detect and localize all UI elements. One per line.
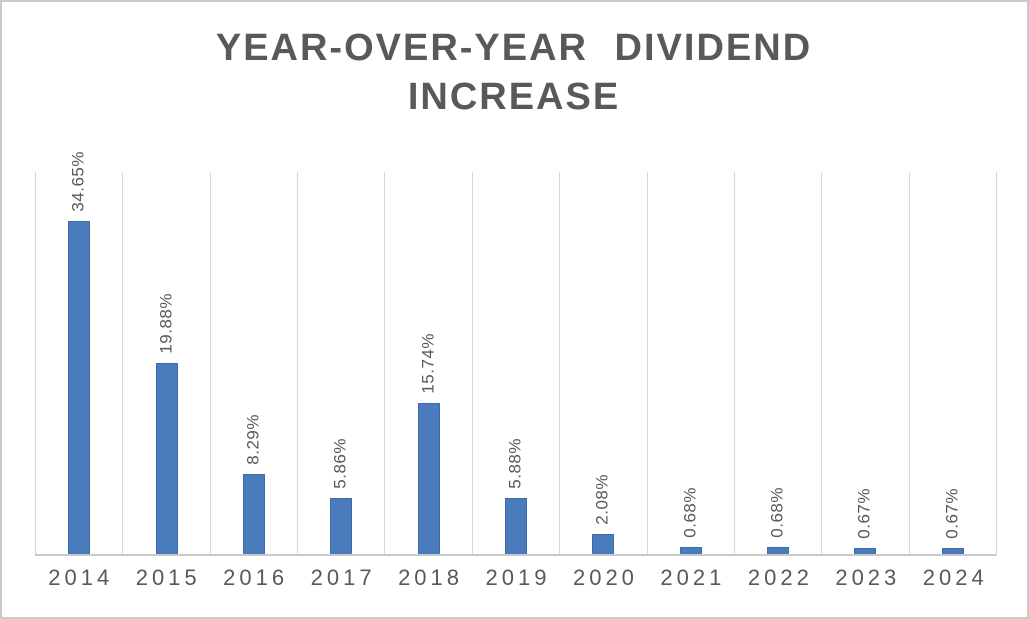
category-column-2015: 19.88% [122, 172, 209, 554]
category-column-2019: 5.88% [471, 172, 559, 554]
x-tick-2017: 2017 [310, 565, 376, 590]
bar-2018 [417, 403, 440, 554]
bar-2016 [242, 474, 265, 554]
data-label-2017: 5.86% [330, 438, 350, 489]
data-label-2024: 0.67% [942, 488, 962, 539]
data-label-2014: 34.65% [68, 151, 88, 212]
category-column-2022: 0.68% [733, 172, 821, 554]
bar-2021 [679, 547, 702, 554]
data-label-2022: 0.68% [767, 487, 787, 538]
data-label-2019: 5.88% [505, 438, 525, 489]
bar-2023 [854, 548, 877, 554]
x-tick-2020: 2020 [572, 565, 638, 590]
data-label-2016: 8.29% [243, 414, 263, 465]
x-tick-2021: 2021 [660, 565, 726, 590]
x-tick-2016: 2016 [223, 565, 289, 590]
bar-2024 [941, 548, 964, 554]
category-column-2017: 5.86% [297, 172, 384, 554]
data-label-2023: 0.67% [855, 488, 875, 539]
bar-2017 [330, 498, 353, 554]
category-column-2016: 8.29% [209, 172, 297, 554]
data-label-2015: 19.88% [156, 293, 176, 354]
data-label-2021: 0.68% [680, 487, 700, 538]
x-tick-2022: 2022 [747, 565, 813, 590]
x-tick-2015: 2015 [135, 565, 201, 590]
x-tick-2014: 2014 [48, 565, 114, 590]
category-column-2024: 0.67% [908, 172, 996, 554]
bar-2019 [504, 498, 527, 554]
x-tick-2018: 2018 [398, 565, 464, 590]
x-tick-2023: 2023 [835, 565, 901, 590]
data-label-2020: 2.08% [593, 474, 612, 525]
bar-2022 [767, 547, 790, 554]
chart-title: YEAR-OVER-YEAR DIVIDEND INCREASE [215, 27, 813, 118]
category-column-2020: 2.08% [559, 172, 646, 554]
x-tick-2019: 2019 [485, 565, 551, 590]
category-column-2021: 0.68% [646, 172, 734, 554]
plot-area: 34.65% 19.88% 8.29% 5.86% 15.74% 5.88% 2.08% 0.… [35, 151, 997, 556]
category-column-2023: 0.67% [821, 172, 908, 554]
x-tick-2024: 2024 [922, 565, 988, 590]
bar-2015 [155, 363, 178, 554]
bar-2014 [68, 221, 91, 554]
category-column-2014: 34.65% [35, 151, 122, 554]
x-axis-tick-labels: 2014 2015 2016 2017 2018 2019 2020 2021 2022 2023… [35, 565, 997, 597]
category-column-2018: 15.74% [384, 172, 471, 554]
bar-2020 [592, 534, 615, 554]
data-label-2018: 15.74% [418, 333, 438, 394]
